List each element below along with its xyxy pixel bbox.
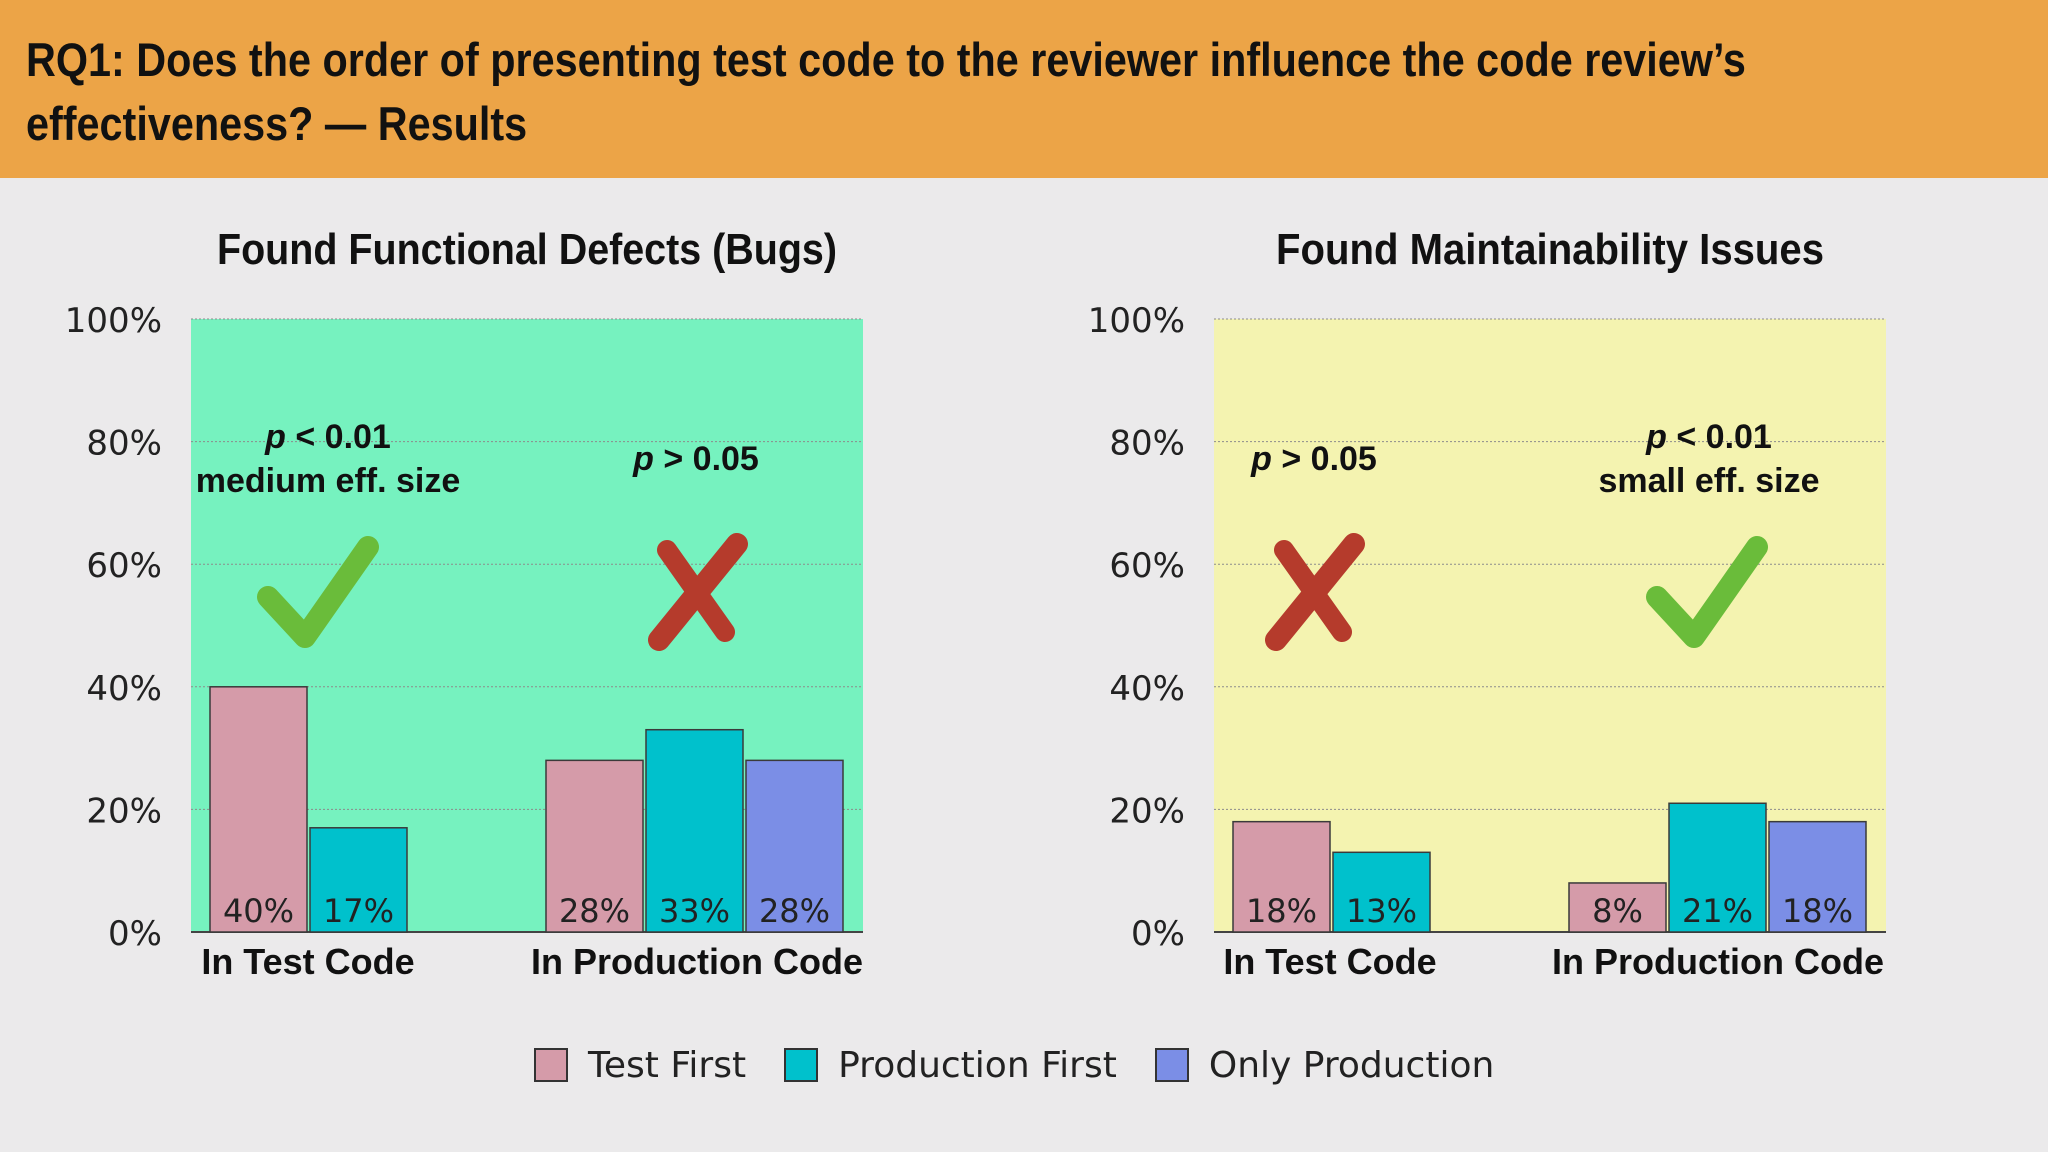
bar [545,759,644,933]
cross-icon [1265,533,1365,651]
y-tick-label: 40% [86,669,162,709]
y-tick-label: 80% [1109,424,1185,464]
bar [209,686,308,933]
bar-value-label: 40% [223,892,294,930]
cross-stroke [657,540,735,642]
x-category-label: In Test Code [1223,941,1436,982]
bar-group: 40% 17% In Test Code p < 0.01 medium eff. si… [196,418,461,982]
p-value-text: < 0.01 [1667,418,1772,456]
bar [1232,820,1331,933]
bar [1568,882,1667,933]
bar [309,827,408,933]
bar [1768,820,1867,933]
legend-item-only-production: Only Production [1154,1044,1495,1086]
p-symbol: p [1645,418,1667,456]
y-tick-label: 80% [86,424,162,464]
bar-group: 18% 13% In Test Code p > 0.05 [1223,440,1436,982]
legend-item-production-first: Production First [784,1045,1117,1086]
significance-annotation: p < 0.01 [1645,418,1772,456]
y-tick-label: 0% [108,914,162,954]
chart-panel: Found Functional Defects (Bugs) 0% 20% 40% 6… [65,225,863,982]
x-category-label: In Test Code [201,941,414,982]
bar-value-label: 8% [1592,892,1643,930]
legend-swatch-test-first [534,1048,568,1082]
significance-annotation: p < 0.01 [264,418,391,456]
legend-label: Only Production [1208,1044,1495,1086]
bar-value-label: 13% [1346,892,1417,930]
bar-value-label: 21% [1682,892,1753,930]
y-tick-label: 20% [1109,791,1185,831]
bar [645,728,744,933]
p-symbol: p [632,440,654,478]
cross-icon [648,533,748,651]
bar-group: 28% 33% 28% In Production Code p > 0.05 [531,440,863,982]
y-tick-label: 60% [86,546,162,586]
x-category-label: In Production Code [1552,941,1884,982]
y-tick-label: 60% [1109,546,1185,586]
bar-value-label: 18% [1782,892,1853,930]
check-icon [257,536,379,648]
bar-value-label: 17% [323,892,394,930]
bar-value-label: 33% [659,892,730,930]
p-symbol: p [1250,440,1272,478]
bar-value-label: 28% [759,892,830,930]
legend-label: Test First [588,1044,747,1086]
bar-value-label: 28% [559,892,630,930]
p-value-text: > 0.05 [1272,440,1377,478]
p-symbol: p [264,418,286,456]
legend-swatch-only-production [1154,1048,1189,1082]
x-category-label: In Production Code [531,941,863,982]
bar [745,759,844,933]
cross-stroke [1274,540,1352,642]
p-value-text: > 0.05 [654,440,759,478]
y-tick-label: 100% [1088,301,1185,341]
page-title: RQ1: Does the order of presenting test c… [26,33,1746,150]
significance-annotation: small eff. size [1598,462,1819,500]
chart-title: Found Maintainability Issues [1276,225,1824,274]
chart-title: Found Functional Defects (Bugs) [217,225,837,274]
y-tick-label: 100% [65,301,162,341]
header-banner: RQ1: Does the order of presenting test c… [0,0,2048,178]
y-tick-label: 20% [86,791,162,831]
bar [1332,851,1431,933]
p-value-text: < 0.01 [286,418,391,456]
legend: Test First Production First Only Product… [534,1040,1532,1090]
significance-annotation: medium eff. size [196,462,461,500]
bar [1668,802,1767,933]
significance-annotation: p > 0.05 [632,440,759,478]
y-tick-label: 0% [1131,914,1185,954]
y-tick-label: 40% [1109,669,1185,709]
significance-annotation: p > 0.05 [1250,440,1377,478]
bar-group: 8% 21% 18% In Production Code p < 0.01 small … [1552,418,1884,982]
legend-label: Production First [838,1044,1117,1086]
legend-swatch-production-first [784,1048,819,1082]
check-icon [1646,536,1768,648]
chart-panel: Found Maintainability Issues 0% 20% 40% 60% 8… [1088,225,1886,982]
bar-value-label: 18% [1246,892,1317,930]
legend-item-test-first: Test First [534,1045,746,1086]
